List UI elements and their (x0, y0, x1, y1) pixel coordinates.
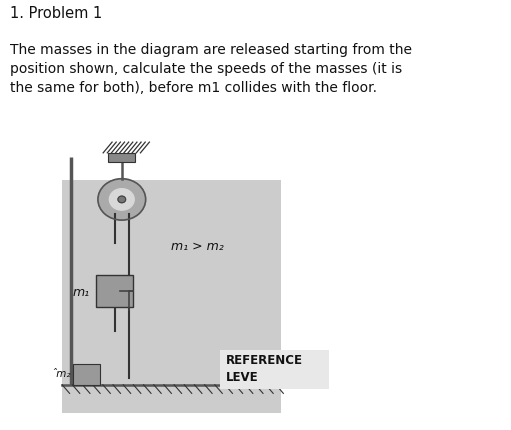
Bar (96, 275, 133, 307)
Text: 1. Problem 1: 1. Problem 1 (10, 6, 102, 22)
Bar (108, 154, 135, 163)
Text: ˆm₂: ˆm₂ (51, 369, 71, 378)
Text: m₁ > m₂: m₁ > m₂ (171, 239, 224, 252)
Text: REFERENCE
LEVE: REFERENCE LEVE (225, 353, 303, 383)
Text: The masses in the diagram are released starting from the
position shown, calcula: The masses in the diagram are released s… (10, 43, 412, 95)
Bar (73, 364, 101, 385)
Text: m₁: m₁ (73, 285, 90, 298)
Text: d: d (238, 375, 245, 385)
Bar (62, 181, 281, 413)
Circle shape (118, 197, 126, 203)
Bar (220, 350, 329, 389)
Circle shape (109, 189, 134, 211)
Circle shape (98, 179, 146, 221)
